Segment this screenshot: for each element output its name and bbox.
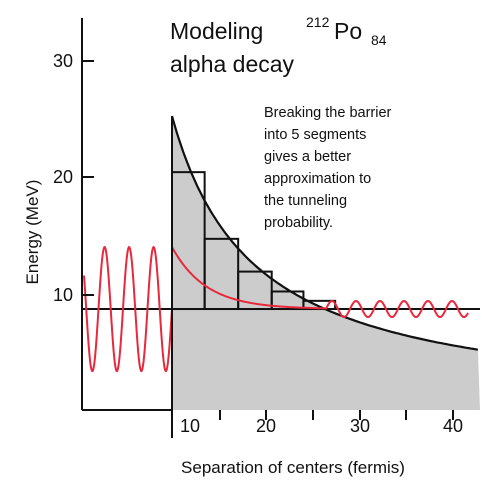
wavefunction-outside xyxy=(325,299,469,318)
title-mass-number: 212 xyxy=(306,14,330,30)
x-axis-title: Separation of centers (fermis) xyxy=(181,458,405,477)
y-tick-label-20: 20 xyxy=(53,167,73,187)
x-tick-label-20: 20 xyxy=(256,416,276,436)
title-prefix: Modeling xyxy=(170,18,263,44)
title-line2: alpha decay xyxy=(170,51,295,77)
note-line-3: gives a better xyxy=(264,149,351,165)
y-tick-label-10: 10 xyxy=(53,285,73,305)
note-line-4: approximation to xyxy=(264,171,371,187)
title-element: Po xyxy=(334,18,362,44)
y-axis-title: Energy (MeV) xyxy=(23,180,42,285)
x-tick-label-10: 10 xyxy=(180,416,200,436)
title-atomic-number: 84 xyxy=(371,32,387,48)
diagram-title: Modeling 212 Po 84 alpha decay xyxy=(170,14,387,77)
note-line-2: into 5 segments xyxy=(264,127,366,143)
coulomb-barrier-area xyxy=(172,116,480,410)
note-line-6: probability. xyxy=(264,215,333,231)
wavefunction-inside-nucleus xyxy=(83,245,173,373)
wavefunction-decay-in-barrier xyxy=(171,246,326,310)
y-tick-label-30: 30 xyxy=(53,51,73,71)
note-line-1: Breaking the barrier xyxy=(264,105,392,121)
x-tick-label-30: 30 xyxy=(350,416,370,436)
x-tick-label-40: 40 xyxy=(443,416,463,436)
explanation-note: Breaking the barrier into 5 segments giv… xyxy=(264,105,392,231)
note-line-5: the tunneling xyxy=(264,193,347,209)
